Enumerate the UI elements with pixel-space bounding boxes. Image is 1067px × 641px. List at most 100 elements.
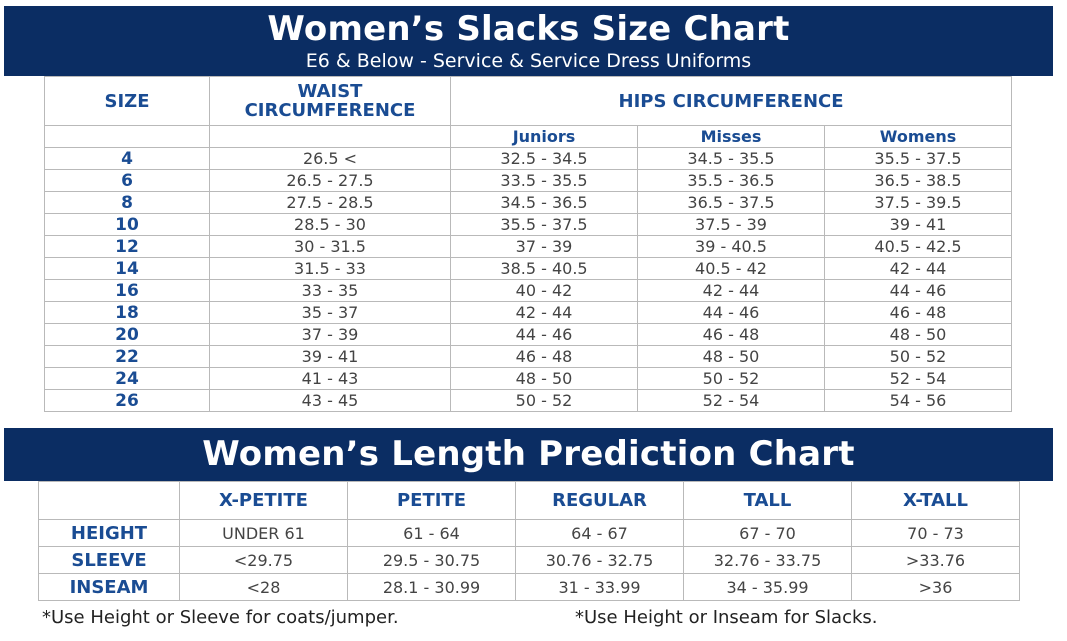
measurement-cell: 46 - 48: [637, 323, 825, 346]
table-row: 18 35 - 37 42 - 44 44 - 46 46 - 48: [44, 301, 1013, 324]
measurement-cell: 50 - 52: [637, 367, 825, 390]
table-row: 14 31.5 - 33 38.5 - 40.5 40.5 - 42 42 - 44: [44, 257, 1013, 280]
measurement-cell: <28: [179, 573, 348, 601]
length-column-header: PETITE: [347, 481, 516, 520]
table-row: 6 26.5 - 27.5 33.5 - 35.5 35.5 - 36.5 36.5 -…: [44, 169, 1013, 192]
hips-column-header: HIPS CIRCUMFERENCE: [449, 76, 1013, 126]
size-cell: 16: [44, 279, 210, 302]
juniors-column-header: Juniors: [450, 125, 638, 148]
size-cell: 12: [44, 235, 210, 258]
row-label: INSEAM: [38, 573, 180, 601]
measurement-cell: 46 - 48: [823, 301, 1013, 324]
size-cell: 18: [44, 301, 210, 324]
measurement-cell: 30 - 31.5: [209, 235, 451, 258]
womens-column-header: Womens: [823, 125, 1013, 148]
measurement-cell: 39 - 41: [823, 213, 1013, 236]
slacks-note: *Use Height or Inseam for Slacks.: [575, 607, 878, 628]
measurement-cell: 44 - 46: [450, 323, 638, 346]
measurement-cell: 32.5 - 34.5: [450, 147, 638, 170]
length-column-header: X-PETITE: [179, 481, 348, 520]
waist-header-line2: CIRCUMFERENCE: [244, 100, 416, 121]
measurement-cell: 52 - 54: [823, 367, 1013, 390]
size-cell: 14: [44, 257, 210, 280]
measurement-cell: 46 - 48: [450, 345, 638, 368]
measurement-cell: 31 - 33.99: [515, 573, 684, 601]
length-chart-title: Women’s Length Prediction Chart: [202, 434, 855, 474]
table-row: HEIGHT UNDER 61 61 - 64 64 - 67 67 - 70 70 - …: [38, 519, 1020, 547]
measurement-cell: <29.75: [179, 546, 348, 574]
measurement-cell: >33.76: [851, 546, 1020, 574]
measurement-cell: 48 - 50: [823, 323, 1013, 346]
row-label: HEIGHT: [38, 519, 180, 547]
measurement-cell: 50 - 52: [450, 389, 638, 412]
row-label: SLEEVE: [38, 546, 180, 574]
table-row: 20 37 - 39 44 - 46 46 - 48 48 - 50: [44, 323, 1013, 346]
measurement-cell: 37.5 - 39: [637, 213, 825, 236]
measurement-cell: 34.5 - 35.5: [637, 147, 825, 170]
size-cell: 20: [44, 323, 210, 346]
coats-note: *Use Height or Sleeve for coats/jumper.: [42, 607, 399, 628]
measurement-cell: 30.76 - 32.75: [515, 546, 684, 574]
empty-header-cell: [38, 481, 180, 520]
measurement-cell: 36.5 - 37.5: [637, 191, 825, 214]
waist-column-header: WAIST CIRCUMFERENCE: [209, 76, 451, 126]
measurement-cell: 67 - 70: [683, 519, 852, 547]
measurement-cell: 42 - 44: [450, 301, 638, 324]
table-row: INSEAM <28 28.1 - 30.99 31 - 33.99 34 - 35.9…: [38, 573, 1020, 601]
measurement-cell: 34 - 35.99: [683, 573, 852, 601]
measurement-cell: 44 - 46: [823, 279, 1013, 302]
length-prediction-table: X-PETITE PETITE REGULAR TALL X-TALL HEIG…: [38, 481, 1020, 601]
measurement-cell: 44 - 46: [637, 301, 825, 324]
measurement-cell: 36.5 - 38.5: [823, 169, 1013, 192]
measurement-cell: 70 - 73: [851, 519, 1020, 547]
measurement-cell: 48 - 50: [637, 345, 825, 368]
measurement-cell: 35.5 - 37.5: [450, 213, 638, 236]
size-cell: 4: [44, 147, 210, 170]
size-cell: 8: [44, 191, 210, 214]
size-cell: 6: [44, 169, 210, 192]
measurement-cell: >36: [851, 573, 1020, 601]
misses-column-header: Misses: [637, 125, 825, 148]
measurement-cell: 26.5 - 27.5: [209, 169, 451, 192]
measurement-cell: 32.76 - 33.75: [683, 546, 852, 574]
measurement-cell: 50 - 52: [823, 345, 1013, 368]
table-row: 8 27.5 - 28.5 34.5 - 36.5 36.5 - 37.5 37.5 -…: [44, 191, 1013, 214]
table-row: SLEEVE <29.75 29.5 - 30.75 30.76 - 32.75 32.…: [38, 546, 1020, 574]
size-cell: 24: [44, 367, 210, 390]
size-cell: 22: [44, 345, 210, 368]
size-chart-banner: Women’s Slacks Size Chart E6 & Below - S…: [4, 6, 1053, 76]
measurement-cell: 41 - 43: [209, 367, 451, 390]
table-row: 16 33 - 35 40 - 42 42 - 44 44 - 46: [44, 279, 1013, 302]
measurement-cell: 37 - 39: [450, 235, 638, 258]
measurement-cell: 40.5 - 42.5: [823, 235, 1013, 258]
measurement-cell: 28.1 - 30.99: [347, 573, 516, 601]
measurement-cell: 35.5 - 37.5: [823, 147, 1013, 170]
length-chart-banner: Women’s Length Prediction Chart: [4, 428, 1053, 481]
measurement-cell: 64 - 67: [515, 519, 684, 547]
slacks-size-table: SIZE WAIST CIRCUMFERENCE HIPS CIRCUMFERE…: [44, 76, 1013, 412]
measurement-cell: 27.5 - 28.5: [209, 191, 451, 214]
measurement-cell: 43 - 45: [209, 389, 451, 412]
table-row: 22 39 - 41 46 - 48 48 - 50 50 - 52: [44, 345, 1013, 368]
measurement-cell: UNDER 61: [179, 519, 348, 547]
empty-header-cell: [44, 125, 210, 148]
length-column-header: X-TALL: [851, 481, 1020, 520]
measurement-cell: 29.5 - 30.75: [347, 546, 516, 574]
table-row: 26 43 - 45 50 - 52 52 - 54 54 - 56: [44, 389, 1013, 412]
measurement-cell: 61 - 64: [347, 519, 516, 547]
measurement-cell: 42 - 44: [823, 257, 1013, 280]
table-row: 4 26.5 <32.5 - 34.5 34.5 - 35.5 35.5 - 37.5: [44, 147, 1013, 170]
measurement-cell: 42 - 44: [637, 279, 825, 302]
length-column-header: TALL: [683, 481, 852, 520]
measurement-cell: 28.5 - 30: [209, 213, 451, 236]
measurement-cell: 38.5 - 40.5: [450, 257, 638, 280]
measurement-cell: 33.5 - 35.5: [450, 169, 638, 192]
measurement-cell: 37.5 - 39.5: [823, 191, 1013, 214]
measurement-cell: 40 - 42: [450, 279, 638, 302]
measurement-cell: 52 - 54: [637, 389, 825, 412]
length-column-header: REGULAR: [515, 481, 684, 520]
measurement-cell: 37 - 39: [209, 323, 451, 346]
size-column-header: SIZE: [44, 76, 210, 126]
size-chart-subtitle: E6 & Below - Service & Service Dress Uni…: [305, 50, 752, 72]
measurement-cell: 26.5 <: [209, 147, 451, 170]
